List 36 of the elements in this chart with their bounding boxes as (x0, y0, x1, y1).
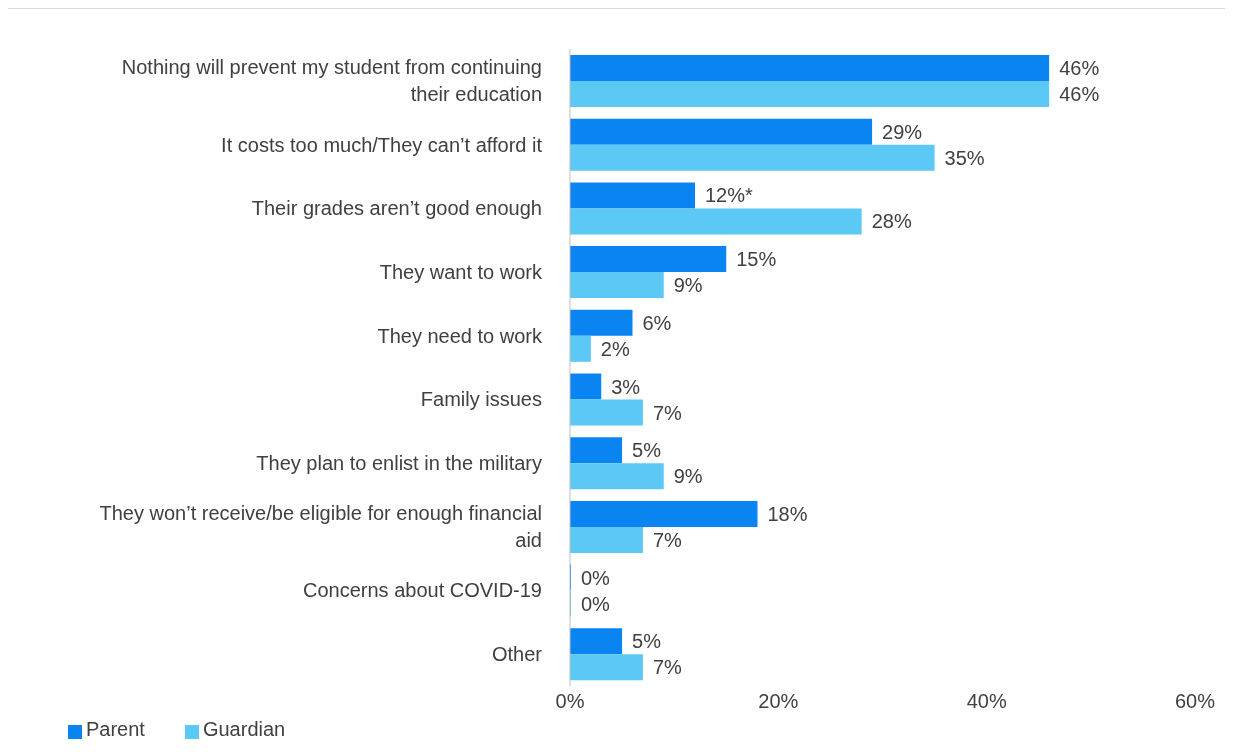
y-tick-label: Other (491, 643, 543, 666)
y-tick-label: They need to work (377, 324, 543, 347)
y-tick-label: Concerns about COVID-19 (302, 579, 542, 602)
data-label: 2% (600, 337, 630, 360)
y-tick-label: They won’t receive/be eligible for enough financial aid (99, 502, 542, 552)
x-tick-label: 40% (966, 690, 1007, 713)
y-tick-label: It costs too much/They can’t afford it (221, 133, 543, 156)
data-label: 28% (871, 210, 912, 233)
data-label: 5% (632, 439, 662, 462)
data-label: 46% (1059, 83, 1100, 105)
data-label: 0% (581, 592, 611, 615)
x-tick-label: 60% (1174, 690, 1216, 713)
data-label: 5% (632, 630, 662, 653)
data-label: 9% (673, 465, 703, 488)
data-label: 35% (944, 146, 985, 169)
data-label: 6% (642, 311, 672, 334)
x-tick-label: 20% (758, 690, 799, 713)
data-label: 7% (652, 656, 683, 679)
data-label: 46% (1059, 57, 1100, 79)
data-label: 18% (767, 502, 808, 525)
y-tick-label: They plan to enlist in the military (256, 452, 542, 475)
y-tick-label: Nothing will prevent my student from continuing their education (121, 56, 542, 106)
y-tick-label: They want to work (379, 260, 543, 283)
data-label: 9% (673, 274, 703, 297)
data-label: 12%* (705, 184, 754, 207)
data-label: 3% (611, 375, 641, 398)
data-label: 29% (882, 120, 923, 143)
y-tick-label: Their grades aren’t good enough (251, 197, 542, 220)
data-label: 7% (652, 401, 683, 424)
legend-label: Guardian (202, 718, 286, 740)
data-label: 0% (581, 566, 611, 589)
legend-label: Parent (86, 718, 145, 740)
x-tick-label: 0% (555, 690, 585, 713)
data-label: 7% (652, 528, 683, 551)
y-tick-label: Family issues (420, 388, 542, 411)
data-label: 15% (736, 248, 777, 271)
